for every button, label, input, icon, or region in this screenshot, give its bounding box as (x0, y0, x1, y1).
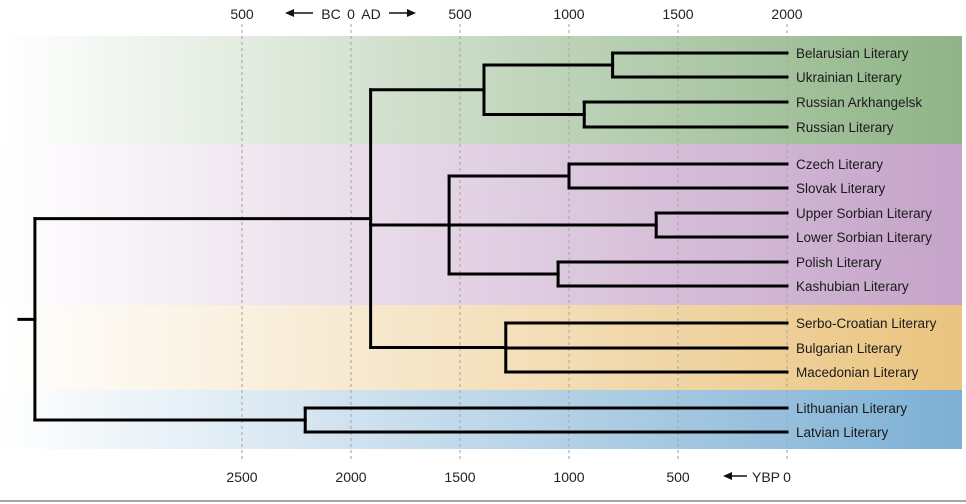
leaf-label-belarusian: Belarusian Literary (796, 46, 909, 61)
ad-label: AD (361, 6, 380, 22)
leaf-label-ukrainian: Ukrainian Literary (796, 70, 902, 85)
leaf-label-latvian: Latvian Literary (796, 425, 889, 440)
bottom-tick-label: 1500 (444, 469, 475, 485)
bottom-tick-label: 1000 (553, 469, 584, 485)
bc-label: BC (321, 6, 340, 22)
leaf-label-serbo-croatian: Serbo-Croatian Literary (796, 316, 937, 331)
ybp-label: YBP (752, 469, 780, 485)
bc-arrow-head (285, 9, 294, 17)
top-tick-label: 1000 (553, 6, 584, 22)
top-tick-label: 2000 (771, 6, 802, 22)
top-tick-label: 1500 (662, 6, 693, 22)
leaf-label-lower-sorbian: Lower Sorbian Literary (796, 230, 932, 245)
leaf-label-russian-arkhangelsk: Russian Arkhangelsk (796, 95, 922, 110)
top-axis: 500 BC 0 AD 500 1000 1500 2000 (230, 6, 802, 22)
top-tick-label: 500 (448, 6, 472, 22)
leaf-label-kashubian: Kashubian Literary (796, 279, 909, 294)
leaf-label-upper-sorbian: Upper Sorbian Literary (796, 206, 932, 221)
top-tick-label: 0 (347, 6, 355, 22)
bottom-tick-label: 500 (666, 469, 690, 485)
leaf-label-macedonian: Macedonian Literary (796, 365, 919, 380)
leaf-label-polish: Polish Literary (796, 255, 882, 270)
leaf-label-czech: Czech Literary (796, 157, 883, 172)
leaf-labels: Belarusian Literary Ukrainian Literary R… (796, 46, 937, 440)
ad-arrow-head (407, 9, 416, 17)
gridlines (241, 24, 788, 462)
ybp-arrow-head (723, 472, 732, 480)
tree-branches (17, 51, 789, 434)
bottom-tick-label: 2500 (226, 469, 257, 485)
leaf-label-bulgarian: Bulgarian Literary (796, 341, 902, 356)
bottom-axis: 2500 2000 1500 1000 500 YBP 0 (226, 469, 791, 485)
top-tick-label: 500 (230, 6, 254, 22)
leaf-label-lithuanian: Lithuanian Literary (796, 401, 907, 416)
leaf-label-russian: Russian Literary (796, 120, 894, 135)
bottom-tick-label: 2000 (335, 469, 366, 485)
leaf-label-slovak: Slovak Literary (796, 181, 886, 196)
bottom-tick-label: 0 (783, 469, 791, 485)
